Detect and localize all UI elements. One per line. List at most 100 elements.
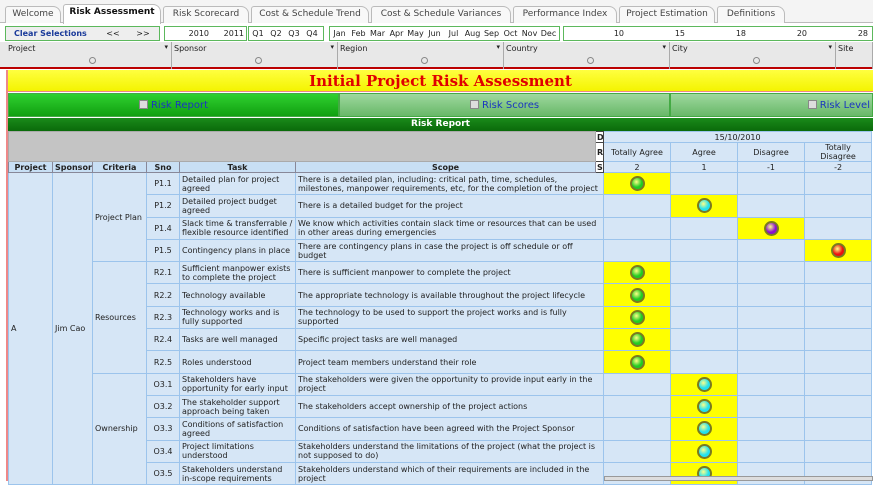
month-may[interactable]: May [407, 29, 424, 38]
dropdown-arrow-icon[interactable]: ▾ [496, 43, 500, 51]
tab-risk-scorecard[interactable]: Risk Scorecard [163, 6, 249, 23]
status-dot-icon [696, 443, 712, 459]
dropdown-arrow-icon[interactable]: ▾ [662, 43, 666, 51]
day-15[interactable]: 15 [674, 29, 685, 38]
year-2011[interactable]: 2011 [223, 29, 244, 38]
status-dot-icon [629, 176, 645, 192]
quarter-q1[interactable]: Q1 [252, 29, 264, 38]
task-cell: Technology works and is fully supported [179, 305, 296, 330]
filter-country[interactable]: Country ▾ [504, 42, 670, 69]
scope-cell: The appropriate technology is available … [294, 283, 605, 307]
tab-welcome[interactable]: Welcome [5, 6, 61, 23]
tab-cost-schedule-variances[interactable]: Cost & Schedule Variances [371, 6, 511, 23]
filter-label: Sponsor [174, 44, 207, 53]
month-jan[interactable]: Jan [333, 29, 346, 38]
tab-project-estimation[interactable]: Project Estimation [619, 6, 715, 23]
score-header: -2 [804, 161, 873, 173]
sno-cell: O3.2 [146, 394, 180, 419]
table-row: O3.4 Project limitations understood Stakeh… [9, 439, 873, 463]
month-aug[interactable]: Aug [464, 29, 481, 38]
risk-level-button[interactable]: Risk Level [670, 93, 873, 117]
dropdown-arrow-icon[interactable]: ▾ [828, 43, 832, 51]
clear-selections-button[interactable]: Clear Selections [14, 29, 87, 38]
table-row: R2.2 Technology available The appropriate … [9, 283, 873, 307]
date-header: 15/10/2010 [603, 131, 873, 143]
scope-cell: The stakeholders accept ownership of the… [294, 394, 605, 419]
dim-r-label: R [595, 142, 605, 162]
report-title: Risk Report [8, 118, 873, 131]
filter-site[interactable]: Site [836, 42, 873, 69]
sheet-icon [138, 100, 148, 109]
day-18[interactable]: 18 [735, 29, 746, 38]
page-title: Initial Project Risk Assessment [8, 70, 873, 92]
status-dot-icon [696, 421, 712, 437]
response-cell [737, 194, 806, 218]
response-cell [737, 328, 806, 352]
day-20[interactable]: 20 [796, 29, 807, 38]
filter-label: City [672, 44, 688, 53]
horizontal-scrollbar[interactable] [604, 476, 873, 481]
filter-sponsor[interactable]: Sponsor ▾ [172, 42, 338, 69]
response-cell [670, 261, 739, 285]
risk-scores-button[interactable]: Risk Scores [339, 93, 670, 117]
month-apr[interactable]: Apr [389, 29, 404, 38]
response-cell [603, 171, 672, 196]
tab-definitions[interactable]: Definitions [717, 6, 785, 23]
response-cell [670, 283, 739, 307]
tab-performance-index[interactable]: Performance Index [513, 6, 617, 23]
quarter-q3[interactable]: Q3 [288, 29, 300, 38]
sheet-icon [469, 100, 479, 109]
month-jul[interactable]: Jul [448, 29, 459, 38]
column-header-sponsor[interactable]: Sponsor [52, 161, 93, 173]
quarter-q4[interactable]: Q4 [306, 29, 318, 38]
year-2010[interactable]: 2010 [188, 29, 209, 38]
month-dec[interactable]: Dec [540, 29, 557, 38]
month-sep[interactable]: Sep [483, 29, 500, 38]
task-cell: Stakeholders have opportunity for early … [179, 372, 296, 396]
sno-cell: P1.1 [146, 171, 180, 196]
month-feb[interactable]: Feb [351, 29, 366, 38]
month-mar[interactable]: Mar [369, 29, 386, 38]
month-nov[interactable]: Nov [521, 29, 538, 38]
column-header-scope[interactable]: Scope [294, 161, 597, 173]
scope-cell: Stakeholders understand the limitations … [294, 439, 605, 463]
column-header-project[interactable]: Project [8, 161, 53, 173]
month-jun[interactable]: Jun [428, 29, 441, 38]
dropdown-arrow-icon[interactable]: ▾ [164, 43, 168, 51]
scope-cell: Specific project tasks are well managed [294, 328, 605, 352]
column-header-criteria[interactable]: Criteria [92, 161, 147, 173]
filter-label: Site [838, 44, 854, 53]
quarter-q2[interactable]: Q2 [270, 29, 282, 38]
table-row: Resources R2.1 Sufficient manpower exists … [9, 261, 873, 374]
prev-button[interactable]: << [106, 29, 120, 38]
filter-city[interactable]: City ▾ [670, 42, 836, 69]
filter-count-indicator [586, 57, 594, 64]
filter-project[interactable]: Project ▾ [6, 42, 172, 69]
scope-cell: There is a detailed budget for the proje… [294, 194, 605, 218]
task-cell: Sufficient manpower exists to complete t… [179, 261, 296, 285]
risk-report-button[interactable]: Risk Report [8, 93, 339, 117]
filter-region[interactable]: Region ▾ [338, 42, 504, 69]
response-cell [737, 305, 806, 330]
month-oct[interactable]: Oct [503, 29, 518, 38]
task-cell: Conditions of satisfaction agreed [179, 417, 296, 441]
column-header-task[interactable]: Task [179, 161, 296, 173]
tab-cost-schedule-trend[interactable]: Cost & Schedule Trend [251, 6, 369, 23]
response-cell [603, 372, 672, 396]
project-cell: A [8, 171, 53, 485]
response-cell [737, 171, 806, 196]
response-cell [670, 238, 739, 263]
next-button[interactable]: >> [136, 29, 150, 38]
response-cell [737, 238, 806, 263]
day-28[interactable]: 28 [857, 29, 868, 38]
scope-cell: There is a detailed plan, including: cri… [294, 171, 605, 196]
table-row: P1.5 Contingency plans in place There are … [9, 238, 873, 263]
tab-risk-assessment[interactable]: Risk Assessment [63, 4, 161, 24]
response-cell [804, 171, 873, 196]
dropdown-arrow-icon[interactable]: ▾ [330, 43, 334, 51]
response-cell [804, 461, 873, 485]
filter-count-indicator [752, 57, 760, 64]
day-10[interactable]: 10 [613, 29, 624, 38]
column-header-sno[interactable]: Sno [146, 161, 180, 173]
filter-count-indicator [254, 57, 262, 64]
